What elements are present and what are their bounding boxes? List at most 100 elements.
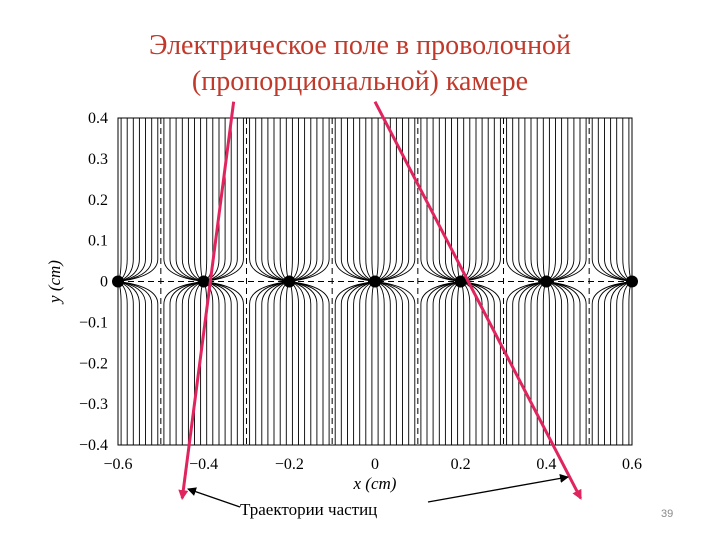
x-tick-label: −0.2 bbox=[275, 456, 304, 473]
field-line bbox=[261, 281, 290, 445]
y-axis-label: y (cm) bbox=[45, 260, 64, 305]
field-line bbox=[203, 118, 214, 282]
caption-arrows-group bbox=[187, 473, 569, 508]
field-line bbox=[546, 281, 575, 445]
field-line bbox=[374, 118, 391, 282]
field-line bbox=[451, 281, 461, 445]
field-line bbox=[546, 118, 587, 282]
field-line bbox=[117, 281, 159, 445]
y-tick-label: −0.3 bbox=[79, 396, 108, 413]
field-line bbox=[622, 118, 633, 282]
field-line bbox=[203, 281, 238, 445]
field-line bbox=[203, 118, 208, 282]
wire-dot bbox=[540, 275, 553, 288]
field-line bbox=[616, 281, 633, 445]
field-line bbox=[460, 118, 495, 282]
slide-title: Электрическое поле в проволочной (пропор… bbox=[0, 28, 720, 100]
x-tick-label: −0.4 bbox=[189, 456, 218, 473]
field-line bbox=[518, 118, 547, 282]
field-line bbox=[279, 118, 290, 282]
title-line-2: (пропорциональной) камере bbox=[191, 66, 529, 97]
x-tick-label: 0.2 bbox=[451, 456, 471, 473]
field-line bbox=[117, 281, 153, 445]
field-line bbox=[604, 281, 633, 445]
field-line bbox=[117, 118, 128, 282]
trajectory-arrow bbox=[178, 101, 236, 501]
field-line bbox=[460, 281, 471, 445]
field-line bbox=[374, 118, 379, 282]
field-line bbox=[117, 281, 146, 445]
field-line bbox=[289, 118, 306, 282]
field-line bbox=[117, 118, 146, 282]
field-line bbox=[546, 118, 575, 282]
field-line bbox=[460, 281, 489, 445]
field-line bbox=[175, 118, 204, 282]
field-line bbox=[597, 281, 633, 445]
field-line bbox=[359, 118, 376, 282]
field-line bbox=[117, 118, 134, 282]
wire-dot bbox=[283, 275, 296, 288]
field-line bbox=[374, 118, 403, 282]
field-line bbox=[340, 118, 376, 282]
y-tick-label: −0.2 bbox=[79, 355, 108, 372]
wire-dot bbox=[197, 275, 210, 288]
field-line bbox=[512, 118, 547, 282]
field-line bbox=[255, 118, 290, 282]
field-line bbox=[288, 118, 293, 282]
field-line bbox=[261, 118, 290, 282]
field-line bbox=[536, 118, 547, 282]
field-line bbox=[460, 281, 495, 445]
field-line bbox=[289, 281, 330, 445]
field-line bbox=[347, 281, 376, 445]
field-line bbox=[365, 118, 376, 282]
field-line bbox=[604, 118, 633, 282]
axes-group: 0.4 0.3 0.2 0.1 0 −0.1 −0.2 −0.3 −0.4 −0.6 −0.4 −0.… bbox=[45, 110, 642, 493]
field-line bbox=[546, 118, 581, 282]
field-line bbox=[622, 281, 633, 445]
field-line bbox=[374, 118, 385, 282]
wire-dot bbox=[454, 275, 467, 288]
field-line bbox=[616, 118, 633, 282]
field-line bbox=[289, 281, 306, 445]
field-line bbox=[460, 281, 477, 445]
field-line bbox=[457, 118, 462, 282]
field-line bbox=[289, 118, 299, 282]
field-line bbox=[546, 118, 563, 282]
trajectories-group bbox=[178, 100, 582, 501]
trajectory-caption: Траектории частиц bbox=[240, 500, 378, 519]
field-line bbox=[545, 118, 550, 282]
page-number: 39 bbox=[661, 508, 674, 520]
field-line bbox=[288, 281, 293, 445]
field-line bbox=[289, 281, 299, 445]
field-line bbox=[285, 281, 290, 445]
trajectory-arrow bbox=[373, 100, 582, 500]
field-line bbox=[444, 281, 461, 445]
caption-arrow-right bbox=[427, 473, 569, 503]
y-tick-label: 0.4 bbox=[88, 110, 108, 127]
field-line bbox=[289, 281, 324, 445]
field-line bbox=[347, 118, 376, 282]
field-line bbox=[457, 281, 462, 445]
field-line bbox=[359, 281, 376, 445]
field-line bbox=[289, 118, 324, 282]
field-line bbox=[187, 281, 204, 445]
plot-frame bbox=[117, 117, 633, 446]
x-tick-label: −0.6 bbox=[103, 456, 132, 473]
field-line bbox=[546, 281, 581, 445]
field-line bbox=[117, 118, 153, 282]
field-line bbox=[546, 118, 556, 282]
field-line bbox=[117, 118, 159, 282]
field-line bbox=[169, 118, 204, 282]
field-line bbox=[460, 118, 489, 282]
field-line bbox=[444, 118, 461, 282]
wire-dot bbox=[369, 275, 381, 288]
field-line bbox=[374, 281, 391, 445]
field-line bbox=[374, 281, 379, 445]
x-axis-label: x (cm) bbox=[353, 474, 397, 493]
field-line bbox=[117, 281, 128, 445]
x-tick-label: 0.4 bbox=[536, 456, 556, 473]
field-line bbox=[374, 281, 403, 445]
field-line bbox=[365, 281, 376, 445]
y-tick-label: −0.1 bbox=[79, 314, 108, 331]
